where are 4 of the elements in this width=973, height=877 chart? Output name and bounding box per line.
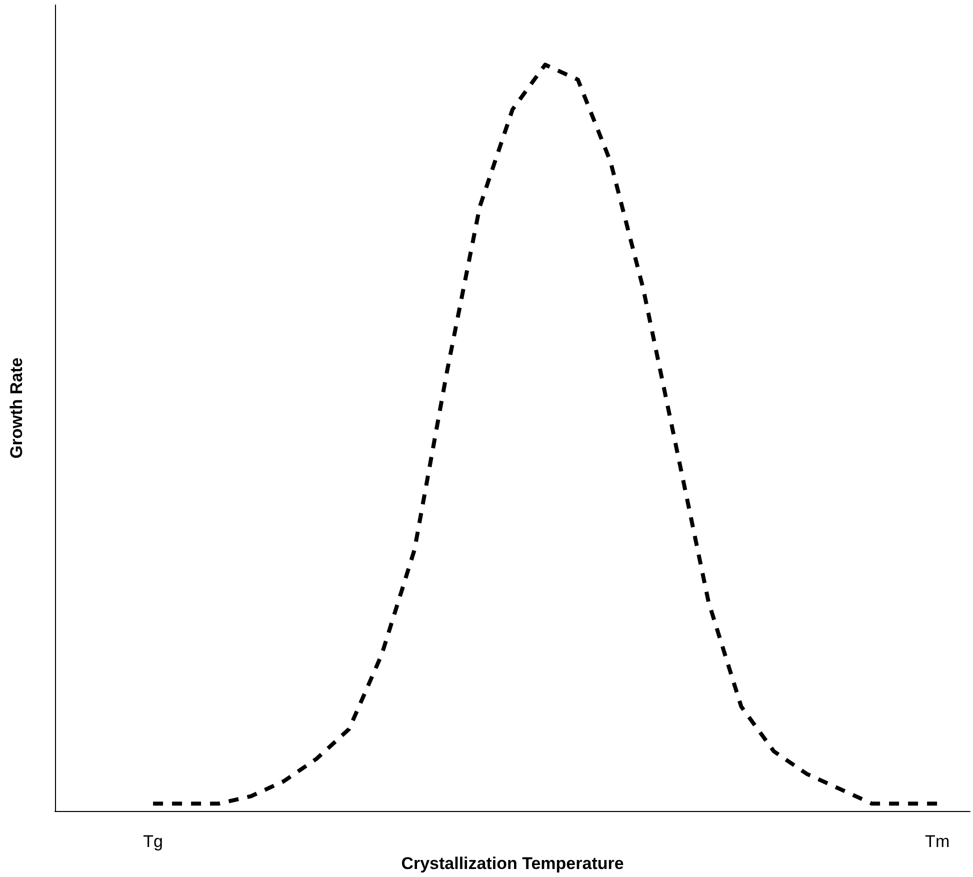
y-axis-title: Growth Rate	[7, 358, 26, 459]
x-axis-title: Crystallization Temperature	[401, 854, 624, 873]
x-tick-label: Tm	[925, 832, 950, 852]
x-tick-label: Tg	[143, 832, 163, 852]
